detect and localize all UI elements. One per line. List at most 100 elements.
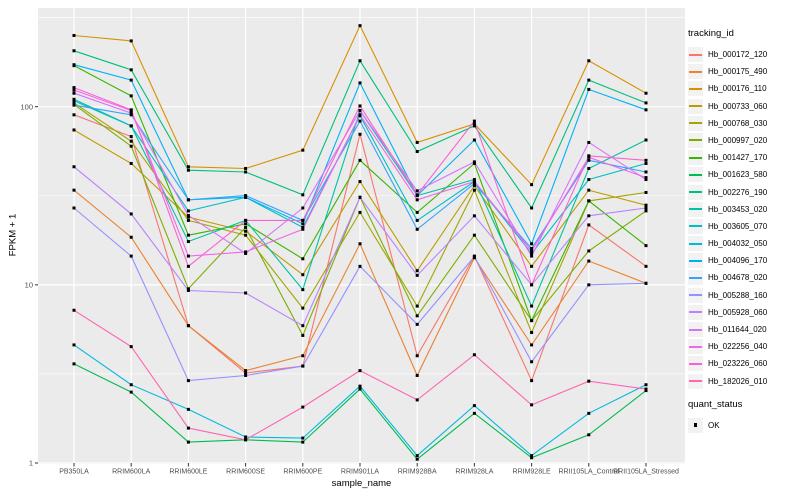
x-tick-label: RRIM600PE — [283, 469, 322, 476]
data-point-marker — [301, 222, 305, 226]
legend-item-Hb_004678_020: Hb_004678_020 — [688, 270, 800, 286]
data-point-marker — [415, 457, 419, 461]
data-point-marker — [530, 319, 534, 323]
y-tick-label: 10 — [25, 280, 33, 289]
legend-item-Hb_011644_020: Hb_011644_020 — [688, 322, 800, 337]
data-point-marker — [244, 373, 248, 377]
x-tick-label: RRIM600SE — [226, 469, 265, 476]
data-point-marker — [129, 124, 133, 128]
data-point-marker — [472, 160, 476, 164]
data-point-marker — [358, 158, 362, 162]
legend-item-Hb_000997_020: Hb_000997_020 — [688, 132, 800, 148]
data-point-marker — [358, 210, 362, 214]
data-point-marker — [415, 193, 419, 197]
data-point-marker — [358, 384, 362, 388]
data-point-marker — [530, 360, 534, 364]
data-point-marker — [472, 180, 476, 184]
x-tick-label: RRIM928LE — [513, 469, 551, 476]
legend-key-swatch — [688, 356, 703, 372]
data-point-marker — [129, 161, 133, 165]
data-point-marker — [472, 124, 476, 128]
data-point-marker — [129, 108, 133, 112]
data-point-marker — [244, 438, 248, 442]
data-point-marker — [415, 210, 419, 214]
legend-key-swatch — [688, 287, 703, 303]
data-point-marker — [129, 144, 133, 148]
data-point-marker — [644, 206, 648, 210]
data-point-marker — [644, 203, 648, 207]
legend-item-label: Hb_182026_010 — [708, 376, 768, 386]
data-point-marker — [129, 345, 133, 349]
data-point-marker — [129, 113, 133, 117]
data-point-marker — [244, 371, 248, 375]
color-legend-title: tracking_id — [688, 28, 734, 39]
legend-item-Hb_003453_020: Hb_003453_020 — [688, 201, 800, 217]
legend-color-line-icon — [689, 70, 702, 73]
legend-item-label: Hb_000997_020 — [708, 135, 768, 145]
data-point-marker — [301, 324, 305, 328]
shape-legend-title: quant_status — [688, 398, 743, 410]
data-point-marker — [587, 411, 591, 415]
data-point-marker — [644, 161, 648, 165]
legend-item-label: Hb_002276_190 — [708, 187, 768, 197]
data-point-marker — [358, 132, 362, 136]
data-point-marker — [472, 161, 476, 165]
legend-key-swatch — [688, 218, 703, 234]
data-point-marker — [186, 168, 190, 172]
legend-key-swatch — [688, 236, 703, 252]
data-point-marker — [186, 240, 190, 244]
legend-color-line-icon — [689, 156, 702, 159]
data-point-marker — [186, 287, 190, 291]
data-point-marker — [72, 97, 76, 101]
data-point-marker — [72, 343, 76, 347]
data-point-marker — [244, 250, 248, 254]
data-point-marker — [72, 103, 76, 107]
legend-color-line-icon — [689, 105, 702, 108]
legend-color-line-icon — [689, 87, 702, 90]
legend-color-line-icon — [689, 276, 702, 279]
data-point-marker — [301, 405, 305, 409]
data-point-marker — [358, 195, 362, 199]
x-tick-label: RRII105LA_Control — [558, 469, 619, 476]
data-point-marker — [129, 390, 133, 394]
data-point-marker — [186, 214, 190, 218]
legend-color-line-icon — [689, 362, 702, 365]
legend-item-label: Hb_000172_120 — [708, 50, 768, 59]
data-point-marker — [587, 214, 591, 218]
legend-key-swatch — [688, 304, 703, 320]
data-point-marker — [72, 91, 76, 95]
data-point-marker — [358, 180, 362, 184]
legend: tracking_id Hb_000172_120 Hb_000175_490 Hb… — [688, 28, 800, 435]
legend-item-label: Hb_004096_170 — [708, 256, 768, 266]
data-point-marker — [415, 150, 419, 154]
data-point-marker — [530, 454, 534, 458]
data-point-marker — [644, 383, 648, 387]
legend-color-line-icon — [689, 345, 702, 348]
legend-key-swatch — [688, 64, 703, 80]
legend-color-line-icon — [689, 139, 702, 142]
data-point-marker — [587, 154, 591, 158]
data-point-marker — [301, 354, 305, 358]
data-point-marker — [587, 78, 591, 82]
legend-key-swatch — [688, 81, 703, 97]
data-point-marker — [129, 94, 133, 98]
legend-item-Hb_000176_110: Hb_000176_110 — [688, 81, 800, 97]
legend-item-label: Hb_011644_020 — [708, 325, 767, 334]
x-tick-label: RRIM928BA — [398, 469, 437, 476]
data-point-marker — [301, 193, 305, 197]
data-point-marker — [530, 242, 534, 246]
x-tick-label: RRIM901LA — [341, 469, 379, 476]
legend-item-label: Hb_022256_040 — [708, 342, 768, 352]
legend-color-line-icon — [689, 53, 702, 56]
legend-item-Hb_001623_580: Hb_001623_580 — [688, 167, 800, 183]
data-point-marker — [644, 101, 648, 105]
legend-item-label: Hb_001427_170 — [708, 153, 768, 163]
legend-item-Hb_182026_010: Hb_182026_010 — [688, 373, 800, 389]
legend-color-line-icon — [689, 122, 702, 125]
legend-color-line-icon — [689, 191, 702, 193]
data-point-marker — [129, 254, 133, 258]
data-point-marker — [530, 343, 534, 347]
legend-key-swatch — [688, 150, 703, 166]
x-tick-label: PB350LA — [59, 469, 89, 476]
